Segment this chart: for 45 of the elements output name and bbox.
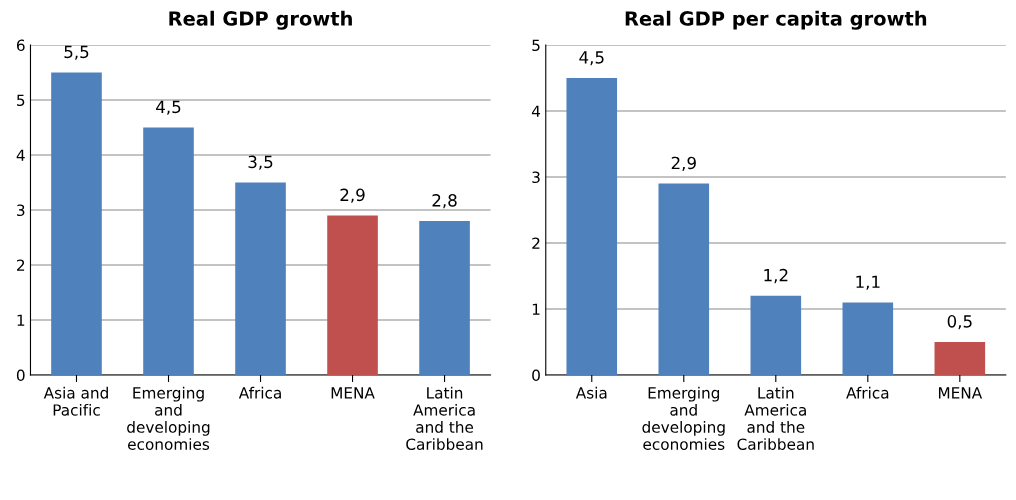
data-label: 3,5 [248,155,273,170]
x-tick-label: Asia and Pacific [43,386,108,416]
y-tick-label: 5 [532,39,540,52]
bar [842,302,894,375]
y-tick-label: 2 [17,259,25,271]
y-tick-label: 6 [16,39,25,52]
data-label: 5,5 [64,45,89,60]
x-tick-label: Emerging and developing economies [642,386,725,450]
chart-title: Real GDP growth [169,10,352,30]
y-tick-label: 1 [17,314,25,326]
bar [51,72,102,375]
data-label: 4,5 [156,100,181,115]
bar [327,215,378,375]
y-tick-label: 3 [17,204,25,217]
y-tick-label: 3 [532,171,540,184]
bar [934,342,986,375]
data-label: 1,2 [764,268,788,284]
bar [750,295,802,375]
data-label: 0,5 [947,315,972,330]
y-tick-label: 4 [16,149,25,161]
data-label: 1,1 [856,275,880,290]
bar [235,182,286,375]
data-label: 2,9 [340,188,365,203]
bar [658,183,710,375]
x-tick-label: MENA [331,387,375,399]
y-tick-label: 0 [16,369,25,382]
y-tick-label: 4 [531,105,541,117]
x-tick-label: Africa [238,386,281,399]
bar [419,221,470,375]
x-tick-label: Latin America and the Caribbean [737,386,814,450]
x-tick-label: MENA [938,387,983,399]
x-tick-label: Latin America and the Caribbean [406,386,483,450]
y-tick-label: 2 [532,237,540,249]
y-tick-label: 0 [532,369,540,382]
bar [566,78,618,375]
x-tick-label: Asia [575,386,607,399]
x-tick-label: Emerging and developing economies [127,386,210,450]
y-tick-label: 5 [17,94,25,107]
bar [143,127,194,375]
x-tick-label: Africa [846,386,889,399]
chart-title: Real GDP per capita growth [625,10,927,30]
y-tick-label: 1 [532,303,540,315]
data-label: 2,9 [671,156,696,171]
data-label: 4,5 [579,51,604,66]
data-label: 2,8 [432,194,457,209]
